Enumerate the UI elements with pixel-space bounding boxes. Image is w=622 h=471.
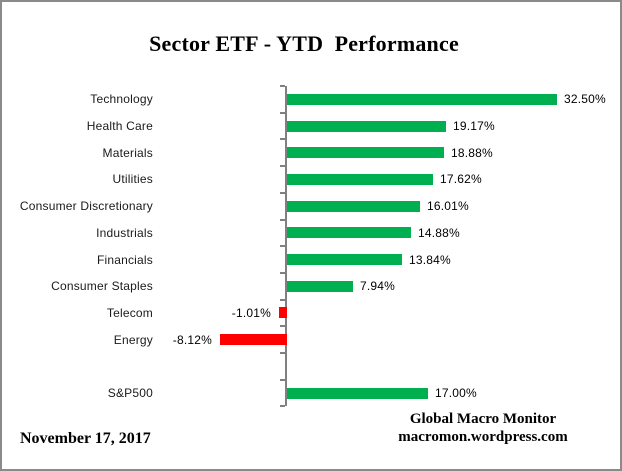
attribution-source-name: Global Macro Monitor: [409, 411, 557, 427]
plot-area: Technology 32.50% Health Care 19.17% Materia…: [2, 85, 620, 410]
axis-tick: [280, 165, 285, 167]
axis-tick: [280, 192, 285, 194]
value-label: -8.12%: [172, 332, 212, 347]
category-label: Technology: [90, 92, 153, 107]
category-label: Health Care: [86, 119, 153, 134]
bar: [220, 334, 287, 345]
category-label: Industrials: [96, 225, 153, 240]
attribution-source-url: macromon.wordpress.com: [398, 429, 568, 445]
category-label: Financials: [96, 252, 153, 267]
axis-tick: [280, 219, 285, 221]
category-axis-line: [285, 86, 287, 406]
value-label: 17.62%: [440, 172, 482, 187]
bar: [287, 94, 557, 105]
axis-tick: [280, 325, 285, 327]
axis-tick: [280, 272, 285, 274]
value-label: -1.01%: [231, 305, 271, 320]
bar: [287, 147, 444, 158]
axis-tick: [280, 299, 285, 301]
bar: [287, 121, 446, 132]
bar: [287, 388, 428, 399]
axis-tick: [280, 138, 285, 140]
axis-tick: [280, 352, 285, 354]
axis-tick: [280, 379, 285, 381]
chart-title: Sector ETF - YTD Performance: [149, 31, 459, 56]
category-label: Consumer Staples: [51, 279, 153, 294]
value-label: 17.00%: [435, 386, 477, 401]
date-label: November 17, 2017: [20, 430, 151, 447]
value-label: 16.01%: [427, 199, 469, 214]
bar: [287, 281, 353, 292]
bar: [287, 174, 433, 185]
category-label: Telecom: [106, 305, 153, 320]
axis-tick: [280, 112, 285, 114]
bar: [287, 254, 402, 265]
category-label: S&P500: [107, 386, 153, 401]
value-label: 18.88%: [451, 145, 493, 160]
value-label: 13.84%: [409, 252, 451, 267]
attribution: Global Macro Monitor macromon.wordpress.…: [383, 410, 583, 446]
bar: [287, 227, 411, 238]
category-label: Energy: [113, 332, 153, 347]
value-label: 32.50%: [564, 92, 606, 107]
axis-tick: [280, 85, 285, 87]
category-label: Consumer Discretionary: [19, 199, 153, 214]
bar: [287, 201, 420, 212]
value-label: 14.88%: [418, 225, 460, 240]
category-label: Materials: [102, 145, 153, 160]
axis-tick: [280, 405, 285, 407]
category-label: [2, 353, 153, 380]
value-label: 7.94%: [360, 279, 396, 294]
category-label: Utilities: [112, 172, 153, 187]
value-label: 19.17%: [453, 119, 495, 134]
bar: [279, 307, 287, 318]
axis-tick: [280, 245, 285, 247]
